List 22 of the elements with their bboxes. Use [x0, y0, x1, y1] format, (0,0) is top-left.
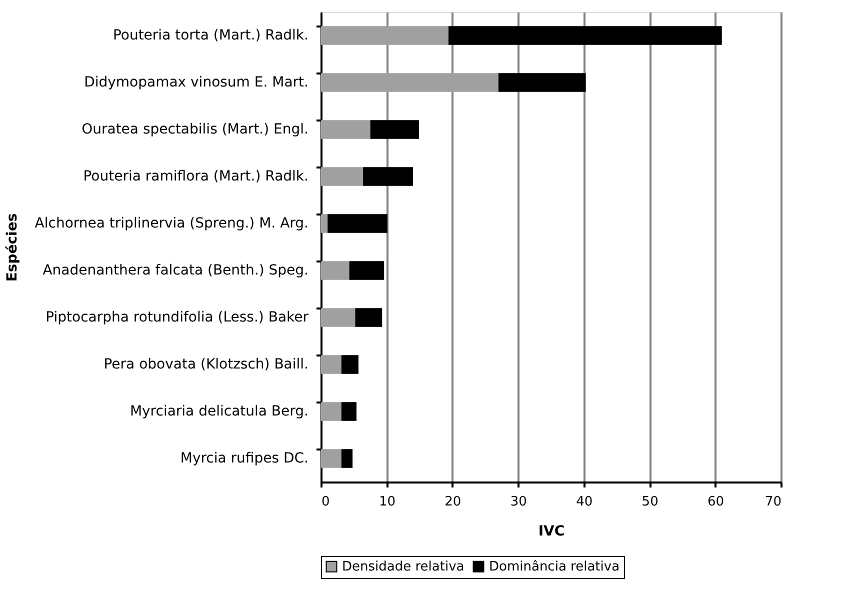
x-tick-label: 10: [378, 494, 396, 510]
y-tick-label: Myrciaria delicatula Berg.: [130, 404, 308, 420]
y-tick-label: Piptocarpha rotundifolia (Less.) Baker: [46, 310, 309, 326]
x-tick-label: 70: [764, 494, 782, 510]
y-tick-label: Anadenanthera falcata (Benth.) Speg.: [42, 262, 308, 278]
x-axis-title: IVC: [538, 524, 565, 540]
x-tick-label: 0: [322, 494, 330, 510]
y-tick-label: Pouteria ramiflora (Mart.) Radlk.: [83, 168, 308, 184]
y-tick-label: Ouratea spectabilis (Mart.) Engl.: [82, 122, 308, 138]
x-tick-label: 30: [510, 494, 527, 510]
y-axis-title: Espécies: [4, 213, 20, 282]
x-tick-label: 60: [708, 494, 724, 510]
legend-label: Dominância relativa: [489, 560, 620, 575]
y-tick-label: Alchornea triplinervia (Spreng.) M. Arg.: [34, 216, 308, 232]
legend-label: Densidade relativa: [342, 560, 464, 575]
y-tick-label: Myrcia rufipes DC.: [180, 450, 308, 466]
x-tick-label: 20: [444, 494, 462, 510]
y-tick-label: Pouteria torta (Mart.) Radlk.: [112, 28, 308, 44]
x-tick-label: 40: [576, 494, 593, 510]
y-tick-label: Pera obovata (Klotzsch) Baill.: [104, 356, 308, 372]
x-tick-label: 50: [642, 494, 658, 510]
y-tick-label: Didymopamax vinosum E. Mart.: [84, 74, 308, 90]
